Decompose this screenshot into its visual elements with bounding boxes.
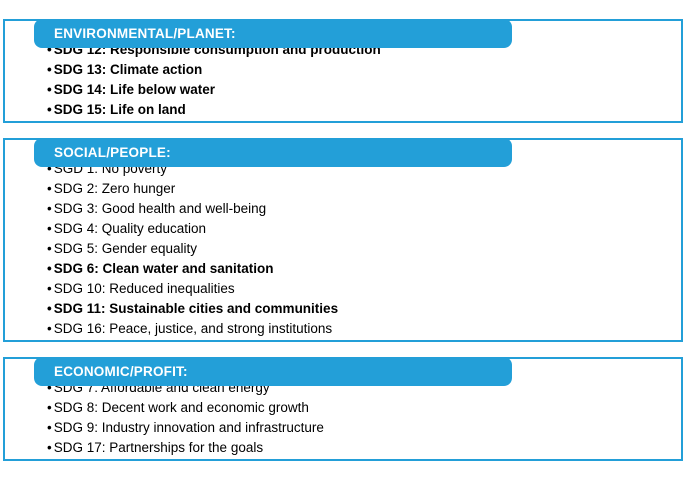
bullet-icon: • bbox=[47, 301, 52, 316]
list-item-text: SDG 13: Climate action bbox=[53, 62, 203, 77]
section-header: SOCIAL/PEOPLE: bbox=[34, 138, 512, 167]
section-economic: ECONOMIC/PROFIT: • SDG 7: Affordable and … bbox=[0, 357, 685, 461]
section-header: ENVIRONMENTAL/PLANET: bbox=[34, 19, 512, 48]
bullet-icon: • bbox=[47, 261, 52, 276]
list-item: • SDG 15: Life on land bbox=[47, 100, 673, 120]
bullet-icon: • bbox=[47, 201, 52, 216]
list-item-text: SDG 15: Life on land bbox=[53, 102, 186, 117]
section-title: SOCIAL/PEOPLE: bbox=[54, 145, 171, 160]
list-item: • SDG 11: Sustainable cities and communit… bbox=[47, 299, 673, 319]
list-item: • SDG 2: Zero hunger bbox=[47, 179, 673, 199]
list-item-text: SDG 9: Industry innovation and infrastru… bbox=[53, 420, 324, 435]
bullet-icon: • bbox=[47, 62, 52, 77]
bullet-icon: • bbox=[47, 281, 52, 296]
list-item: • SDG 9: Industry innovation and infrastr… bbox=[47, 418, 673, 438]
bullet-icon: • bbox=[47, 380, 52, 395]
bullet-icon: • bbox=[47, 420, 52, 435]
list-item: • SDG 8: Decent work and economic growth bbox=[47, 398, 673, 418]
list-item-text: SDG 2: Zero hunger bbox=[53, 181, 176, 196]
bullet-icon: • bbox=[47, 221, 52, 236]
bullet-icon: • bbox=[47, 440, 52, 455]
section-box: • SGD 1: No poverty • SDG 2: Zero hunger • SD… bbox=[3, 138, 683, 342]
list-item: • SDG 4: Quality education bbox=[47, 219, 673, 239]
list-item: • SDG 16: Peace, justice, and strong inst… bbox=[47, 319, 673, 339]
list-item-text: SDG 11: Sustainable cities and communiti… bbox=[53, 301, 339, 316]
sdg-list: • SDG 12: Responsible consumption and pro… bbox=[47, 40, 673, 120]
bullet-icon: • bbox=[47, 82, 52, 97]
list-item-text: SDG 16: Peace, justice, and strong insti… bbox=[53, 321, 333, 336]
list-item: • SDG 17: Partnerships for the goals bbox=[47, 438, 673, 458]
bullet-icon: • bbox=[47, 102, 52, 117]
list-item: • SDG 10: Reduced inequalities bbox=[47, 279, 673, 299]
bullet-icon: • bbox=[47, 241, 52, 256]
bullet-icon: • bbox=[47, 400, 52, 415]
list-item-text: SDG 10: Reduced inequalities bbox=[53, 281, 235, 296]
list-item: • SDG 6: Clean water and sanitation bbox=[47, 259, 673, 279]
list-item-text: SDG 3: Good health and well-being bbox=[53, 201, 267, 216]
list-item-text: SDG 8: Decent work and economic growth bbox=[53, 400, 309, 415]
list-item: • SDG 3: Good health and well-being bbox=[47, 199, 673, 219]
list-item: • SDG 14: Life below water bbox=[47, 80, 673, 100]
bullet-icon: • bbox=[47, 181, 52, 196]
bullet-icon: • bbox=[47, 161, 52, 176]
section-social: SOCIAL/PEOPLE: • SGD 1: No poverty • SDG 2:… bbox=[0, 138, 685, 342]
section-title: ENVIRONMENTAL/PLANET: bbox=[54, 26, 236, 41]
list-item: • SDG 5: Gender equality bbox=[47, 239, 673, 259]
sdg-list: • SDG 7: Affordable and clean energy • SDG … bbox=[47, 378, 673, 458]
section-environmental: ENVIRONMENTAL/PLANET: • SDG 12: Responsib… bbox=[0, 19, 685, 123]
list-item: • SDG 13: Climate action bbox=[47, 60, 673, 80]
bullet-icon: • bbox=[47, 321, 52, 336]
list-item-text: SDG 6: Clean water and sanitation bbox=[53, 261, 274, 276]
sdg-list: • SGD 1: No poverty • SDG 2: Zero hunger • SD… bbox=[47, 159, 673, 339]
list-item-text: SDG 14: Life below water bbox=[53, 82, 216, 97]
section-title: ECONOMIC/PROFIT: bbox=[54, 364, 188, 379]
list-item-text: SDG 17: Partnerships for the goals bbox=[53, 440, 264, 455]
section-header: ECONOMIC/PROFIT: bbox=[34, 357, 512, 386]
bullet-icon: • bbox=[47, 42, 52, 57]
list-item-text: SDG 5: Gender equality bbox=[53, 241, 198, 256]
list-item-text: SDG 4: Quality education bbox=[53, 221, 207, 236]
